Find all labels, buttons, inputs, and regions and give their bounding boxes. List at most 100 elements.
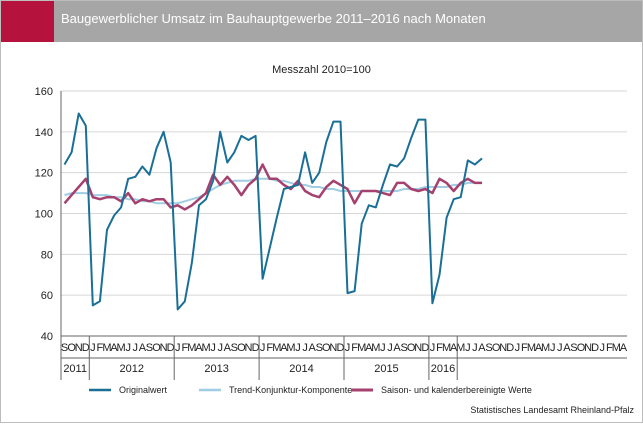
x-tick-label: O xyxy=(577,342,586,354)
legend-label: Saison- und kalenderbereinigte Werte xyxy=(381,385,532,395)
year-label: 2014 xyxy=(289,363,313,375)
x-tick-label: O xyxy=(237,342,246,354)
legend-label: Originalwert xyxy=(119,385,168,395)
y-tick-label: 120 xyxy=(35,168,53,180)
x-tick-label: J xyxy=(125,342,131,354)
x-tick-label: N xyxy=(245,342,253,354)
x-tick-label: J xyxy=(217,342,223,354)
x-tick-label: S xyxy=(570,342,577,354)
x-tick-label: S xyxy=(146,342,153,354)
x-tick-label: N xyxy=(414,342,422,354)
x-tick-label: J xyxy=(295,342,301,354)
x-tick-label: J xyxy=(465,342,471,354)
x-tick-label: N xyxy=(160,342,168,354)
x-tick-label: M xyxy=(357,342,366,354)
header-accent xyxy=(1,1,54,42)
x-tick-label: D xyxy=(167,342,175,354)
x-tick-label: J xyxy=(430,342,436,354)
x-tick-label: J xyxy=(345,342,351,354)
x-tick-label: M xyxy=(371,342,380,354)
legend-label: Trend-Konjunktur-Komponente xyxy=(229,385,352,395)
x-tick-label: A xyxy=(535,342,543,354)
x-tick-label: A xyxy=(280,342,288,354)
x-tick-label: N xyxy=(499,342,507,354)
x-tick-label: D xyxy=(252,342,260,354)
x-tick-label: J xyxy=(472,342,478,354)
x-tick-label: N xyxy=(329,342,337,354)
y-tick-label: 100 xyxy=(35,209,53,221)
x-tick-label: M xyxy=(201,342,210,354)
y-tick-label: 140 xyxy=(35,127,53,139)
x-tick-label: J xyxy=(210,342,216,354)
year-label: 2013 xyxy=(204,363,228,375)
x-tick-label: F xyxy=(436,342,443,354)
x-tick-label: M xyxy=(286,342,295,354)
x-tick-label: F xyxy=(351,342,358,354)
x-tick-label: A xyxy=(195,342,203,354)
x-tick-label: M xyxy=(187,342,196,354)
x-tick-label: F xyxy=(266,342,273,354)
x-tick-label: A xyxy=(478,342,486,354)
x-tick-label: J xyxy=(515,342,521,354)
x-tick-label: J xyxy=(90,342,96,354)
x-tick-label: O xyxy=(492,342,501,354)
x-tick-label: S xyxy=(231,342,238,354)
x-tick-label: A xyxy=(224,342,232,354)
x-tick-label: D xyxy=(421,342,429,354)
x-tick-label: M xyxy=(272,342,281,354)
x-tick-label: S xyxy=(400,342,407,354)
y-tick-label: 40 xyxy=(41,331,53,343)
x-tick-label: J xyxy=(550,342,556,354)
year-label: 2011 xyxy=(63,363,87,375)
x-tick-label: M xyxy=(456,342,465,354)
x-tick-label: O xyxy=(67,342,76,354)
x-tick-label: J xyxy=(175,342,181,354)
x-tick-label: D xyxy=(506,342,514,354)
x-tick-label: D xyxy=(336,342,344,354)
x-tick-label: M xyxy=(102,342,111,354)
x-tick-label: S xyxy=(316,342,323,354)
x-tick-label: S xyxy=(485,342,492,354)
x-tick-label: A xyxy=(450,342,458,354)
x-tick-label: M xyxy=(117,342,126,354)
x-tick-label: A xyxy=(139,342,147,354)
x-tick-label: A xyxy=(563,342,571,354)
source-note: Statistisches Landesamt Rheinland-Pfalz xyxy=(470,405,634,415)
x-tick-label: J xyxy=(260,342,266,354)
x-tick-label: O xyxy=(152,342,161,354)
year-label: 2015 xyxy=(374,363,398,375)
series-saison xyxy=(63,163,482,211)
x-tick-label: M xyxy=(442,342,451,354)
x-tick-label: M xyxy=(527,342,536,354)
year-label: 2016 xyxy=(431,363,455,375)
series-originalwert xyxy=(63,112,483,311)
chart-title: Messzahl 2010=100 xyxy=(272,64,371,76)
x-tick-label: F xyxy=(521,342,528,354)
page-title: Baugewerblicher Umsatz im Bauhauptgewerb… xyxy=(61,11,486,26)
x-tick-label: F xyxy=(97,342,104,354)
x-tick-label: N xyxy=(584,342,592,354)
x-tick-label: S xyxy=(61,342,68,354)
y-tick-label: 80 xyxy=(41,249,53,261)
x-tick-label: J xyxy=(387,342,393,354)
x-tick-label: A xyxy=(393,342,401,354)
x-tick-label: F xyxy=(181,342,188,354)
x-tick-label: J xyxy=(599,342,605,354)
x-tick-label: A xyxy=(365,342,373,354)
x-tick-label: O xyxy=(322,342,331,354)
y-tick-label: 60 xyxy=(41,290,53,302)
x-tick-label: N xyxy=(75,342,83,354)
x-tick-label: J xyxy=(133,342,139,354)
x-tick-label: J xyxy=(380,342,386,354)
x-tick-label: J xyxy=(302,342,308,354)
year-label: 2012 xyxy=(120,363,144,375)
x-tick-label: D xyxy=(82,342,90,354)
x-tick-label: O xyxy=(407,342,416,354)
header-bar: Baugewerblicher Umsatz im Bauhauptgewerb… xyxy=(1,1,642,42)
x-tick-label: M xyxy=(541,342,550,354)
y-tick-label: 160 xyxy=(35,86,53,98)
x-tick-label: A xyxy=(308,342,316,354)
x-tick-label: F xyxy=(606,342,613,354)
